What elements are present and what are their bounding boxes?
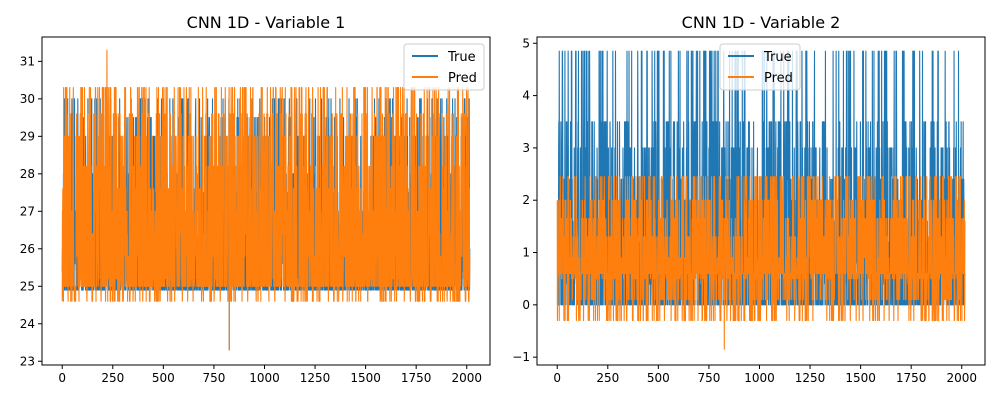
y-tick-label: 29 [20, 129, 35, 143]
y-tick-label: 5 [522, 36, 530, 50]
y-tick-label: 0 [522, 298, 530, 312]
x-tick-label: 2000 [946, 371, 977, 385]
x-tick-label: 1000 [249, 371, 280, 385]
y-tick-label: 3 [522, 141, 530, 155]
legend-label-pred: Pred [764, 71, 793, 86]
y-tick-label: 28 [20, 167, 35, 181]
chart-2: CNN 1D - Variable 20 250 500 750 1000 1250 150… [512, 13, 986, 385]
y-tick-label: 31 [20, 54, 35, 68]
x-tick-label: 250 [101, 371, 124, 385]
chart-title: CNN 1D - Variable 1 [187, 13, 346, 32]
x-tick-label: 750 [697, 371, 720, 385]
x-tick-label: 0 [58, 371, 66, 385]
plot-area [556, 50, 966, 350]
y-tick-label: 2 [522, 193, 530, 207]
y-tick-label: 25 [20, 279, 35, 293]
y-tick-label: 30 [20, 92, 35, 106]
x-tick-label: 750 [202, 371, 225, 385]
legend-label-true: True [763, 50, 792, 65]
legend: True Pred [719, 43, 801, 91]
chart-title: CNN 1D - Variable 2 [682, 13, 841, 32]
legend: True Pred [403, 43, 485, 91]
legend-label-pred: Pred [448, 71, 477, 86]
y-tick-label: −1 [512, 350, 530, 364]
y-tick-label: 4 [522, 89, 530, 103]
axes-frame [536, 36, 986, 366]
y-tick-label: 27 [20, 204, 35, 218]
x-tick-label: 1250 [300, 371, 331, 385]
chart-1: CNN 1D - Variable 1 0 250 500 750 1000 1250 150… [20, 13, 491, 385]
x-tick-label: 1500 [845, 371, 876, 385]
y-tick-label: 26 [20, 242, 35, 256]
x-tick-label: 1000 [744, 371, 775, 385]
y-tick-label: 23 [20, 354, 35, 368]
x-tick-label: 2000 [451, 371, 482, 385]
x-tick-label: 1250 [795, 371, 826, 385]
series-line-pred [61, 49, 471, 351]
legend-label-true: True [447, 50, 476, 65]
x-tick-label: 1750 [401, 371, 432, 385]
series-line-pred [556, 176, 966, 350]
x-tick-label: 1750 [896, 371, 927, 385]
y-tick-label: 24 [20, 317, 35, 331]
x-tick-label: 250 [596, 371, 619, 385]
plot-area [61, 49, 471, 351]
x-tick-label: 500 [647, 371, 670, 385]
x-tick-label: 0 [553, 371, 561, 385]
x-tick-label: 500 [152, 371, 175, 385]
y-tick-label: 1 [522, 246, 530, 260]
axes-frame [41, 36, 491, 366]
x-tick-label: 1500 [350, 371, 381, 385]
